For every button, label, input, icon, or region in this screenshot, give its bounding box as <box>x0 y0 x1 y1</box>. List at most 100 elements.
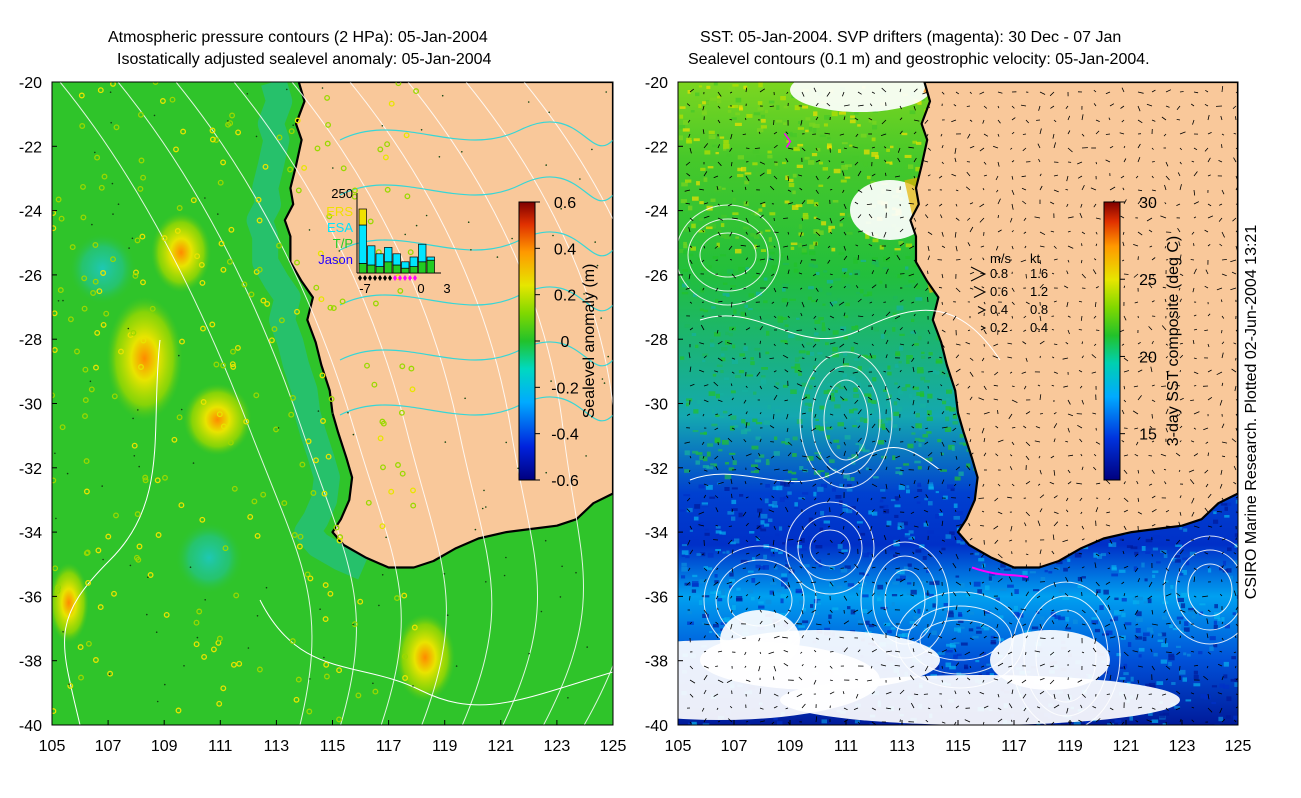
grid-dot <box>540 610 543 613</box>
velocity-arrow <box>927 632 931 639</box>
track-marker <box>294 117 301 124</box>
velocity-arrow <box>1011 427 1016 429</box>
velocity-arrow <box>857 254 859 261</box>
sst-pixel <box>753 391 757 395</box>
sst-pixel <box>908 536 915 540</box>
sst-pixel <box>847 606 851 610</box>
velocity-arrow <box>801 703 806 709</box>
velocity-arrow <box>913 693 919 696</box>
track-marker <box>255 196 262 203</box>
velocity-arrow <box>758 131 761 135</box>
velocity-arrow <box>742 357 747 359</box>
y-tick-label: -22 <box>19 139 42 156</box>
velocity-arrow <box>729 175 733 179</box>
velocity-arrow <box>1221 455 1226 458</box>
velocity-arrow <box>839 343 845 348</box>
sst-pixel <box>916 501 921 504</box>
velocity-arrow <box>1207 707 1213 713</box>
sst-pixel <box>783 384 788 388</box>
sst-pixel <box>760 377 766 381</box>
velocity-arrow <box>731 397 734 401</box>
velocity-arrow <box>703 689 707 695</box>
sst-pixel <box>684 450 690 456</box>
sst-pixel <box>788 334 795 339</box>
sst-pixel <box>893 539 900 545</box>
sst-pixel <box>1157 633 1163 637</box>
velocity-arrow <box>1067 115 1071 121</box>
velocity-arrow <box>1193 243 1195 247</box>
sst-pixel <box>838 252 845 255</box>
velocity-arrow <box>773 563 777 569</box>
velocity-arrow <box>772 551 775 555</box>
sst-pixel <box>765 351 770 355</box>
velocity-arrow <box>857 329 860 333</box>
velocity-arrow <box>941 311 947 317</box>
track-marker <box>200 399 207 405</box>
velocity-arrow <box>702 230 705 233</box>
velocity-arrow <box>952 413 957 416</box>
sst-pixel <box>1211 685 1218 688</box>
sst-pixel <box>856 271 861 276</box>
velocity-arrow <box>787 202 794 205</box>
sst-pixel <box>787 491 792 495</box>
sst-pixel <box>709 97 717 101</box>
velocity-arrow <box>1123 593 1126 597</box>
sst-pixel <box>944 427 952 432</box>
sst-pixel <box>781 317 788 320</box>
sst-pixel <box>901 521 908 526</box>
velocity-arrow <box>1179 567 1181 572</box>
sst-pixel <box>907 443 914 449</box>
velocity-arrow <box>853 707 859 710</box>
velocity-arrow <box>1080 203 1083 208</box>
inset-day-marker <box>383 275 387 281</box>
sst-pixel <box>750 361 755 366</box>
sst-pixel <box>879 245 884 250</box>
track-marker <box>81 275 88 282</box>
velocity-arrow <box>801 497 805 500</box>
velocity-arrow <box>689 383 695 387</box>
cloud-gap <box>780 675 1180 725</box>
track-marker <box>339 298 346 305</box>
x-tick-label: 117 <box>376 738 402 755</box>
sst-pixel <box>865 467 870 471</box>
velocity-arrow <box>1119 132 1125 135</box>
sst-pixel <box>732 460 737 465</box>
velocity-arrow <box>1053 438 1056 443</box>
velocity-arrow <box>853 609 859 613</box>
sst-pixel <box>1183 652 1187 656</box>
velocity-arrow <box>801 663 804 667</box>
velocity-arrow <box>745 385 748 388</box>
sealevel-contour <box>1187 563 1233 617</box>
coastal-low-band <box>246 82 369 580</box>
sst-pixel <box>711 306 716 309</box>
sst-pixel <box>729 572 734 577</box>
velocity-arrow <box>688 133 691 138</box>
velocity-arrow <box>703 635 706 639</box>
track-marker <box>130 329 137 336</box>
sst-pixel <box>1022 570 1028 575</box>
velocity-arrow <box>1221 382 1224 387</box>
sst-pixel <box>1160 659 1168 664</box>
velocity-arrow <box>1165 397 1171 401</box>
sst-pixel <box>953 516 960 520</box>
sst-pixel <box>767 150 772 154</box>
sst-pixel <box>1168 662 1172 667</box>
sst-pixel <box>868 117 872 123</box>
grid-dot <box>485 581 487 583</box>
velocity-arrow <box>979 217 985 223</box>
sst-pixel <box>761 119 766 123</box>
sst-pixel <box>871 400 877 404</box>
sst-pixel <box>1116 653 1121 657</box>
sla-high-blob <box>151 212 212 293</box>
velocity-arrow <box>1039 394 1042 401</box>
velocity-arrow <box>1122 231 1125 235</box>
velocity-arrow <box>979 203 985 208</box>
velocity-arrow <box>868 468 873 471</box>
velocity-arrow <box>1151 273 1155 277</box>
sst-pixel <box>862 582 867 586</box>
velocity-arrow <box>688 352 691 359</box>
velocity-arrow <box>855 451 859 457</box>
track-marker <box>175 707 182 714</box>
sst-pixel <box>959 442 967 445</box>
sst-pixel <box>934 652 941 655</box>
